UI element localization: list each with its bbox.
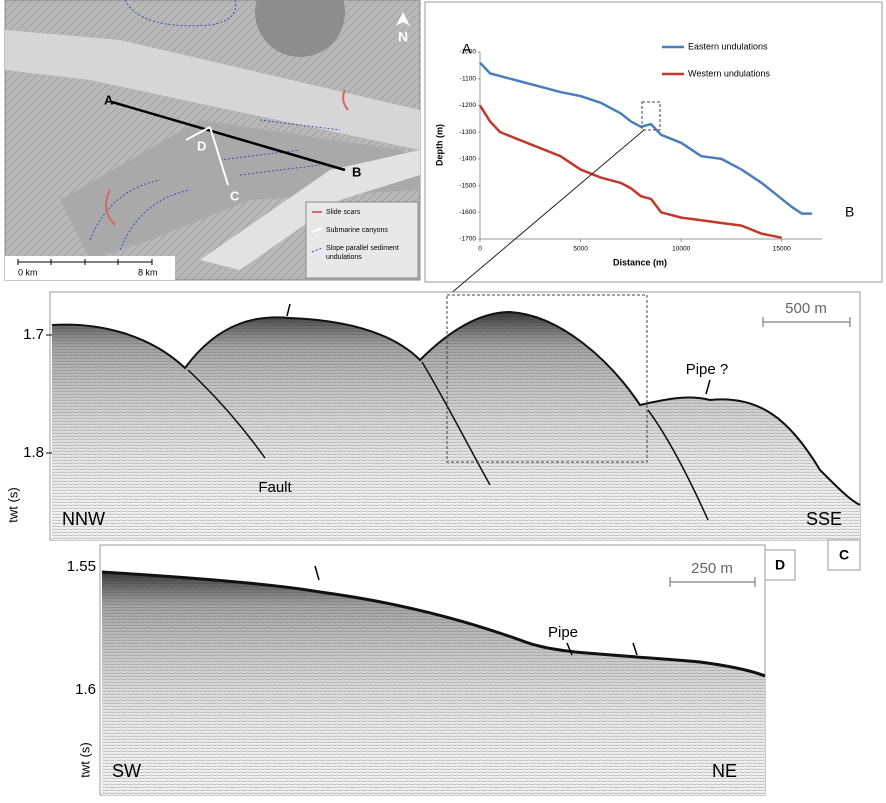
direction-label: NNW [62,509,105,529]
y-tick-label: -1100 [460,75,477,82]
panel-label: C [839,547,849,563]
map-label: B [352,164,361,179]
figure: A B C D N 0 km 8 km Slide scars Submarin… [0,0,886,803]
annotation: Pipe ? [686,361,729,378]
scale-label: 500 m [785,300,827,317]
x-tick-label: 15000 [773,246,791,253]
map-label: C [230,188,240,203]
y-tick-label: -1500 [459,182,476,189]
direction-label: SW [112,761,141,781]
chart-panel [425,2,882,282]
x-tick-label: 5000 [573,246,588,253]
north-label: N [398,29,408,45]
y-tick-label: 1.6 [75,681,96,698]
direction-label: SSE [806,509,842,529]
legend-label: Submarine canyons [326,227,388,234]
y-tick-label: 1.55 [67,558,96,575]
y-tick-label: -1300 [459,129,476,136]
scale-label: 0 km [18,267,38,277]
x-axis-label: Distance (m) [613,257,667,267]
legend-label: Western undulations [688,68,770,78]
y-axis-label: Depth (m) [434,124,444,166]
y-tick-label: -1700 [459,236,476,243]
profile-c: 500 m 1.7 1.8 twt (s) NNW SSE Fault Pipe… [5,292,860,570]
x-tick-label: 10000 [672,246,690,253]
y-tick-label: -1400 [459,156,476,163]
annotation: Pipe [548,624,578,641]
legend-label: Slide scars [326,209,361,216]
chart-annotation: A [462,41,472,57]
y-tick-label: 1.7 [23,326,44,343]
map-label: A [104,92,114,107]
annotation: Fault [258,479,292,496]
y-axis-label: twt (s) [5,487,20,522]
y-tick-label: 1.8 [23,444,44,461]
scale-label: 8 km [138,267,158,277]
scale-label: 250 m [691,560,733,577]
chart-annotation: B [845,204,854,220]
map-label: D [197,138,206,153]
y-tick-label: -1600 [459,209,476,216]
panel-label: D [775,557,785,573]
profile-d: 250 m 1.55 1.6 twt (s) SW NE Pipe D [67,545,795,795]
legend-label-wrap: Slope parallel sediment undulations [326,244,416,268]
x-tick-label: 0 [478,246,482,253]
legend-label: Slope parallel sediment undulations [326,244,416,262]
map-panel: A B C D N 0 km 8 km Slide scars Submarin… [5,0,420,280]
y-axis-label: twt (s) [77,742,92,777]
y-tick-label: -1200 [459,102,476,109]
legend-label: Eastern undulations [688,41,768,51]
direction-label: NE [712,761,737,781]
